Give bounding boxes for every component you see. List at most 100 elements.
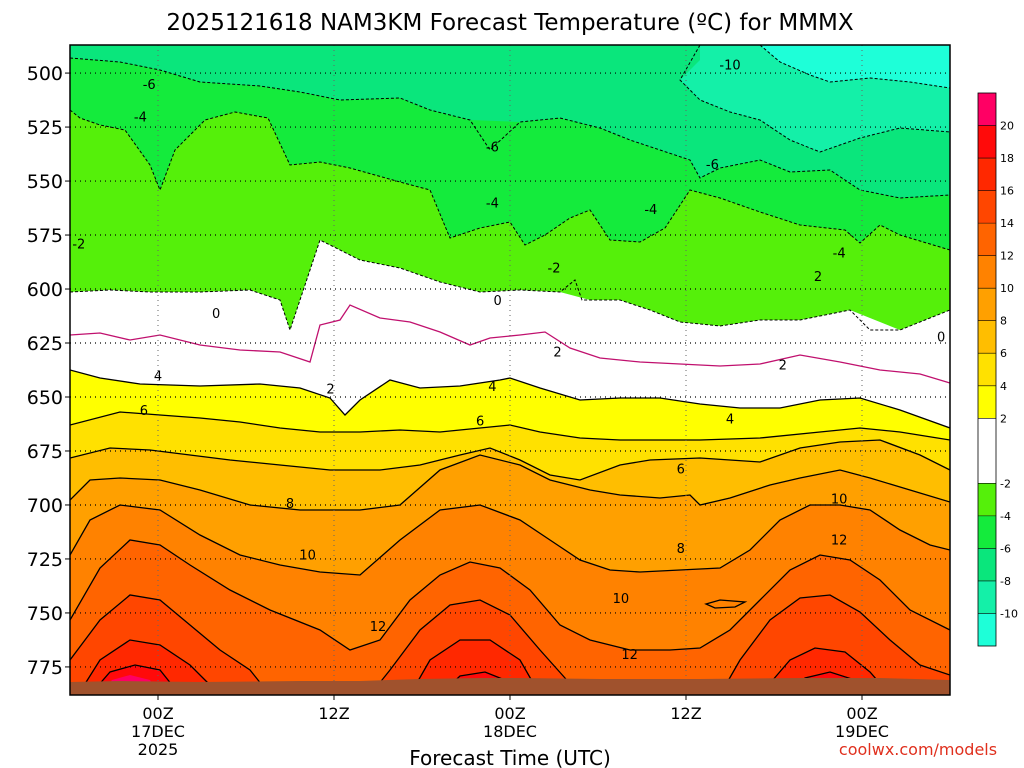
plot-area: -10 -6 -6 -6 -4 -4 -4 -4 -2 -2 2 0 0 0 2 2 2 4 4 4 6 6 6 8 8 10 10… xyxy=(70,45,950,695)
colorbar-label: 2 xyxy=(1000,412,1007,425)
colorbar-swatch xyxy=(978,190,996,224)
contour-label: 4 xyxy=(726,413,734,428)
y-tick-label: 725 xyxy=(27,549,63,571)
colorbar-frame xyxy=(977,92,997,647)
contour-label: -4 xyxy=(134,110,147,125)
colorbar: 20 18 16 14 12 10 8 6 4 2 -2 -4 -6 -8 -10 xyxy=(977,92,1018,647)
isotherm-6 xyxy=(70,439,950,481)
colorbar-swatch xyxy=(978,515,996,549)
contour-label: 2 xyxy=(779,359,787,374)
terrain-ground xyxy=(70,678,950,695)
colorbar-label: -4 xyxy=(1000,510,1011,523)
colorbar-label: 8 xyxy=(1000,315,1007,328)
isotherm-4 xyxy=(70,411,950,441)
contour-label: 10 xyxy=(299,549,316,564)
isotherm-10-pocket xyxy=(704,599,748,609)
x-tick-label: 12Z xyxy=(670,704,701,723)
contour-label: 6 xyxy=(677,462,685,477)
contour-label: 6 xyxy=(476,415,484,430)
contour-label: 2 xyxy=(553,346,561,361)
x-tick-date: 17DEC xyxy=(131,722,185,741)
x-tick-label: 00Z xyxy=(494,704,525,723)
contour-label: 12 xyxy=(370,620,387,635)
contour-label: 4 xyxy=(488,380,496,395)
y-tick-label: 750 xyxy=(27,603,63,625)
contour-label: 10 xyxy=(831,492,848,507)
colorbar-label: 4 xyxy=(1000,380,1007,393)
negative-isotherms xyxy=(70,45,950,332)
y-tick-label: 650 xyxy=(27,387,63,409)
isotherm-8 xyxy=(70,454,950,511)
colorbar-swatch xyxy=(978,125,996,159)
x-axis-label: Forecast Time (UTC) xyxy=(409,746,611,768)
colorbar-swatch xyxy=(978,580,996,614)
colorbar-label: 6 xyxy=(1000,347,1007,360)
isotherm-0 xyxy=(70,304,950,384)
contour-labels: -10 -6 -6 -6 -4 -4 -4 -4 -2 -2 2 0 0 0 2 2 2 4 4 4 6 6 6 8 8 10 10… xyxy=(72,58,945,663)
contour-label: -2 xyxy=(72,238,85,253)
x-tick-label: 00Z xyxy=(846,704,877,723)
gridlines xyxy=(70,45,950,695)
y-tick-label: 575 xyxy=(27,225,63,247)
y-tick-label: 775 xyxy=(27,657,63,679)
colorbar-swatch xyxy=(978,320,996,354)
contour-label: -2 xyxy=(548,261,561,276)
isotherm-minus6 xyxy=(70,57,950,199)
positive-isotherms xyxy=(70,304,950,695)
contour-label: 10 xyxy=(613,592,630,607)
colorbar-swatch xyxy=(978,548,996,581)
y-tick-label: 675 xyxy=(27,441,63,463)
colorbar-swatch xyxy=(978,288,996,321)
contour-label: -4 xyxy=(833,246,846,261)
x-tick-label: 12Z xyxy=(318,704,349,723)
colorbar-swatch xyxy=(978,483,996,516)
y-tick-label: 600 xyxy=(27,279,63,301)
contour-label: -10 xyxy=(719,58,740,73)
y-tick-label: 700 xyxy=(27,495,63,517)
isotherm-12 xyxy=(70,539,950,651)
contour-label: 12 xyxy=(621,648,638,663)
colorbar-label: 14 xyxy=(1000,217,1014,230)
colorbar-swatch xyxy=(978,385,996,419)
x-tick-date: 19DEC xyxy=(835,722,889,741)
x-tick-label: 00Z xyxy=(142,704,173,723)
y-tick-label: 625 xyxy=(27,333,63,355)
colorbar-label: 16 xyxy=(1000,185,1014,198)
colorbar-swatch xyxy=(978,93,996,126)
contour-label: 6 xyxy=(140,404,148,419)
colorbar-swatch xyxy=(978,353,996,386)
chart-title: 2025121618 NAM3KM Forecast Temperature (… xyxy=(166,10,854,36)
colorbar-label: 18 xyxy=(1000,152,1014,165)
contour-label: 12 xyxy=(831,534,848,549)
y-tick-label: 500 xyxy=(27,63,63,85)
contour-label: 2 xyxy=(814,270,822,285)
isotherm-minus10 xyxy=(759,45,950,89)
isotherm-2 xyxy=(70,369,950,429)
isotherm-minus4 xyxy=(70,109,950,251)
contour-label: -4 xyxy=(486,197,499,212)
colorbar-label: 20 xyxy=(1000,120,1014,133)
colorbar-label: -6 xyxy=(1000,542,1011,555)
y-tick-label: 525 xyxy=(27,117,63,139)
contour-label: 2 xyxy=(326,382,334,397)
contour-label: 0 xyxy=(494,294,502,309)
contour-label: 8 xyxy=(677,542,685,557)
fill-band-minus2-2 xyxy=(70,240,950,428)
contour-label: -4 xyxy=(644,203,657,218)
x-tick-date: 18DEC xyxy=(483,722,537,741)
colorbar-label: 10 xyxy=(1000,282,1014,295)
contour-label: -6 xyxy=(143,78,156,93)
colorbar-swatch xyxy=(978,158,996,191)
fill-band-16-18 xyxy=(78,640,890,695)
contour-label: -6 xyxy=(706,158,719,173)
colorbar-label: -8 xyxy=(1000,575,1011,588)
contour-label: -6 xyxy=(486,140,499,155)
colorbar-swatch xyxy=(978,223,996,256)
contour-label: 4 xyxy=(154,369,162,384)
contour-label: 0 xyxy=(212,307,220,322)
credit-text: coolwx.com/models xyxy=(839,740,997,759)
colorbar-label: -2 xyxy=(1000,477,1011,490)
colorbar-swatch xyxy=(978,613,996,646)
